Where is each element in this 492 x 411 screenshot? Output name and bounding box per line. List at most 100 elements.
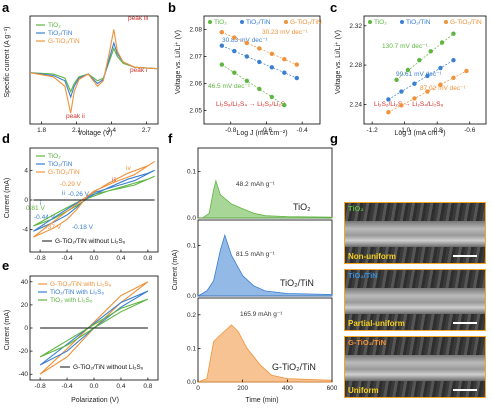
c-xtick-label: -0.6 <box>464 127 476 134</box>
b-ytick-label: 2.05 <box>189 108 202 115</box>
b-slope-tio2: 46.5 mV dec⁻¹ <box>208 83 251 90</box>
f3-area <box>197 324 333 383</box>
c-data-point <box>451 57 456 63</box>
a-legend-label: TiO₂ <box>48 22 61 29</box>
e-ytick-label: 40 <box>21 279 29 286</box>
d-xtick-label: -0.4 <box>61 255 73 262</box>
c-xtick-label: -0.8 <box>432 127 444 134</box>
d-v-044: -0.44 V <box>34 214 56 221</box>
c-data-point <box>412 81 417 86</box>
e-series-line <box>39 298 149 358</box>
b-frame <box>203 15 321 125</box>
b-data-point <box>244 54 250 59</box>
f1-area <box>198 179 333 219</box>
b-data-point <box>232 35 237 40</box>
c-data-point <box>405 67 411 73</box>
c-ytick-label: 2.28 <box>349 62 362 69</box>
c-slope-g: 87.02 mV dec⁻¹ <box>420 85 467 92</box>
f3-ytick-label: 0.1 <box>187 345 196 352</box>
e-legend-label: TiO₂/TiN with Li₂S₆ <box>50 289 105 296</box>
c-data-point <box>425 73 430 79</box>
d-xtick-label: 0.0 <box>89 255 98 262</box>
c-ytick-label: 2.32 <box>349 23 362 30</box>
panel-label-e: e <box>2 258 9 273</box>
c-legend-label: G-TiO₂/TiN <box>450 19 482 26</box>
c-data-point <box>438 65 443 71</box>
panel-label-g: g <box>330 131 338 146</box>
a-annot-peak-iii: peak iii <box>128 15 148 22</box>
e-xtick-label: 0.0 <box>89 383 98 390</box>
sem-images: TiO₂ Non-uniform TiO₂/TiN Partial-unifor… <box>340 202 488 402</box>
c-data-point <box>386 110 391 115</box>
sem-caption-tio2: Non-uniform <box>348 252 396 261</box>
panel-label-f: f <box>168 131 173 146</box>
d-legend-label: TiO₂ <box>48 153 61 160</box>
c-data-point <box>425 89 430 94</box>
panel-label-a: a <box>2 0 10 15</box>
e-xlabel: Polarization (V) <box>71 397 119 404</box>
b-data-point <box>257 59 262 65</box>
f3-xtick-label: 200 <box>237 385 248 392</box>
c-data-point <box>439 40 445 45</box>
c-frame <box>363 15 487 125</box>
c-legend-marker <box>368 20 372 24</box>
a-xtick-label: 2.1 <box>72 127 81 134</box>
d-peak-i: i <box>40 200 41 207</box>
d-v-018: -0.18 V <box>72 224 94 231</box>
b-slope-g: 30.23 mV dec⁻¹ <box>262 29 309 36</box>
c-data-point <box>428 49 433 54</box>
b-data-point <box>294 75 299 81</box>
b-data-point <box>282 70 287 75</box>
f-ylabel: Current (mA) <box>172 250 179 290</box>
b-legend-marker <box>284 20 288 24</box>
b-data-point <box>219 62 225 67</box>
c-legend-label: TiO₂ <box>374 19 387 26</box>
e-ytick-label: 20 <box>21 302 29 309</box>
f3-ytick-label: 0.2 <box>187 312 196 319</box>
panel-label-d: d <box>2 131 10 146</box>
b-data-point <box>257 46 262 51</box>
e-xtick-label: 0.4 <box>116 383 125 390</box>
a-xtick-label: 2.4 <box>107 127 116 134</box>
d-v-026: -0.26 V <box>68 191 90 198</box>
c-fit-line <box>396 33 454 81</box>
c-fit-line <box>388 59 454 100</box>
b-data-point <box>282 102 287 108</box>
e-blank-legend-label: G-TiO₂/TiN without Li₂S₆ <box>73 364 144 371</box>
f3-xtick-label: 0 <box>196 385 200 392</box>
e-ytick-label: -40 <box>19 371 29 378</box>
scale-bar <box>453 322 477 324</box>
b-data-point <box>257 86 262 92</box>
c-ytick-label: 2.24 <box>349 101 362 108</box>
c-data-point <box>394 77 399 83</box>
a-legend-label: G-TiO₂/TiN <box>48 38 80 45</box>
f-cap-2: 81.5 mAh g⁻¹ <box>236 251 276 258</box>
scale-bar <box>453 389 477 391</box>
c-data-point <box>451 75 456 81</box>
sem-caption-g: Uniform <box>348 386 379 395</box>
c-legend-marker <box>444 20 448 24</box>
c-data-point <box>464 68 469 74</box>
b-data-point <box>219 30 225 35</box>
sem-caption-tin: Partial-uniform <box>348 319 405 328</box>
e-ytick-label: -20 <box>19 348 29 355</box>
d-peak-ii: ii <box>62 190 65 197</box>
c-data-point <box>417 57 422 63</box>
b-legend-marker <box>240 20 244 24</box>
d-v-037: -0.37 V <box>40 224 62 231</box>
c-slope-tio2: 130.7 mV dec⁻¹ <box>382 43 429 50</box>
c-data-point <box>399 89 404 94</box>
d-blank-legend-label: G-TiO₂/TiN without Li₂S₆ <box>55 238 126 245</box>
d-v-029: -0.29 V <box>60 181 82 188</box>
e-series-line <box>39 290 149 366</box>
e-ylabel: Current (mA) <box>4 310 11 350</box>
scale-bar <box>453 255 477 257</box>
a-series-line <box>29 29 159 114</box>
e-legend-label: G-TiO₂/TiN with Li₂S₆ <box>50 281 112 288</box>
a-frame <box>29 15 159 125</box>
f1-ytick-label: 0.0 <box>187 215 196 222</box>
a-ylabel: Specific current (A g⁻¹) <box>4 27 11 98</box>
e-xtick-label: 0.8 <box>143 383 152 390</box>
panel-label-c: c <box>330 0 337 15</box>
c-reaction: Li₂S₂/Li₂S → Li₂S₄/Li₂S₈ <box>374 101 444 108</box>
